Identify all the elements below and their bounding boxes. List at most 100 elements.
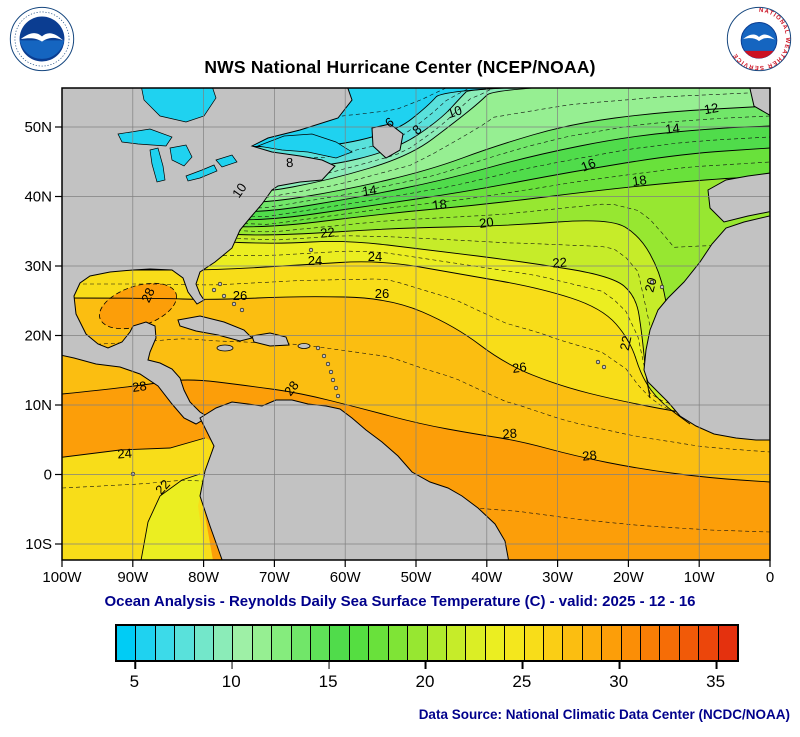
landmass	[707, 172, 770, 223]
temperature-colorbar	[115, 624, 739, 662]
contour-label: 24	[308, 253, 322, 268]
x-axis-label: 90W	[117, 569, 149, 586]
landmass	[177, 315, 253, 342]
colorbar-cell	[602, 626, 622, 660]
nws-gull-icon	[743, 34, 775, 41]
colorbar-cell	[233, 626, 253, 660]
colorbar-cell	[349, 626, 370, 660]
colorbar-cell	[117, 626, 137, 660]
colorbar-cell	[369, 626, 389, 660]
x-axis-label: 80W	[188, 569, 220, 586]
landmass	[749, 88, 770, 116]
y-axis-label: 30N	[24, 258, 52, 275]
colorbar-cell	[311, 626, 331, 660]
colorbar-cell	[427, 626, 447, 660]
noaa-logo	[9, 6, 75, 72]
colorbar-cell	[214, 626, 234, 660]
landmass	[643, 215, 770, 441]
contour-label: 28	[502, 426, 517, 442]
colorbar-cell	[155, 626, 176, 660]
x-axis-label: 0	[766, 569, 774, 586]
colorbar-cell	[330, 626, 350, 660]
colorbar-cell	[621, 626, 641, 660]
x-axis-label: 100W	[42, 569, 82, 586]
colorbar-tick: 30	[609, 662, 629, 691]
contour-label: 10	[445, 102, 463, 121]
x-axis-label: 50W	[401, 569, 433, 586]
contour-label: 22	[320, 224, 336, 240]
y-axis-label: 40N	[24, 189, 52, 206]
nws-logo-red-base	[744, 50, 774, 59]
contour-label: 10	[229, 180, 250, 200]
colorbar-tick: 15	[318, 662, 338, 691]
colorbar-cell	[252, 626, 273, 660]
colorbar-cell	[175, 626, 195, 660]
colorbar-cell	[582, 626, 603, 660]
page-title: NWS National Hurricane Center (NCEP/NOAA…	[204, 57, 596, 77]
data-source: Data Source: National Climatic Data Cent…	[418, 707, 790, 722]
colorbar-cell	[446, 626, 467, 660]
x-axis-label: 10W	[684, 569, 716, 586]
inland-water	[141, 88, 217, 123]
colorbar-cell	[543, 626, 564, 660]
x-axis-label: 40W	[471, 569, 503, 586]
colorbar-tick-labels: 5 10 15 20 25 30 35	[115, 662, 735, 692]
y-axis-label: 20N	[24, 328, 52, 345]
contour-label: 14	[665, 120, 681, 136]
y-axis-label: 10S	[25, 536, 52, 553]
nws-logo: NATIONAL WEATHER SERVICE	[726, 6, 792, 72]
inland-water	[215, 154, 238, 168]
colorbar-cell	[699, 626, 719, 660]
inland-water	[149, 147, 166, 183]
x-axis-label: 60W	[330, 569, 362, 586]
noaa-gull-icon	[20, 33, 64, 42]
x-axis-label: 30W	[542, 569, 574, 586]
contour-label: 28	[131, 378, 147, 395]
contour-label: 18	[631, 172, 647, 189]
colorbar-tick: 35	[706, 662, 726, 691]
inland-water	[256, 133, 353, 159]
colorbar-cell	[388, 626, 409, 660]
contour-label: 28	[582, 447, 598, 463]
contour-label: 18	[432, 196, 448, 212]
noaa-logo-lower-half	[19, 40, 65, 59]
y-axis-label: 0	[44, 467, 52, 484]
contour-label: 26	[511, 359, 527, 376]
colorbar-tick: 5	[129, 662, 140, 691]
contour-label: 28	[138, 285, 158, 304]
x-axis-label: 20W	[613, 569, 645, 586]
map-plot-area	[62, 88, 770, 560]
inland-water	[185, 164, 218, 182]
colorbar-cell	[408, 626, 428, 660]
y-axis-label: 50N	[24, 119, 52, 136]
colorbar-tick: 10	[221, 662, 241, 691]
y-axis-label: 10N	[24, 397, 52, 414]
x-axis-label: 70W	[259, 569, 291, 586]
colorbar-cell	[272, 626, 292, 660]
contour-label: 16	[579, 155, 598, 174]
colorbar-cell	[660, 626, 680, 660]
colorbar-cell	[640, 626, 661, 660]
colorbar-tick: 20	[415, 662, 435, 691]
colorbar-cell	[291, 626, 312, 660]
landmass	[371, 123, 404, 159]
landmass	[251, 332, 290, 347]
colorbar-cell	[194, 626, 215, 660]
map-subtitle: Ocean Analysis - Reynolds Daily Sea Surf…	[104, 593, 696, 610]
colorbar-cell	[679, 626, 700, 660]
contour-label: 12	[703, 100, 720, 117]
contour-label: 26	[233, 288, 247, 303]
contour-label: 22	[552, 255, 567, 271]
colorbar-cell	[524, 626, 544, 660]
colorbar-cell	[466, 626, 486, 660]
contour-label: 24	[368, 249, 382, 264]
sst-analysis-map: 100W 90W 80W 70W 60W 50W 40W 30W 20W 10W 0 50N 40N 30…	[24, 87, 774, 586]
contour-label: 24	[117, 446, 132, 462]
landmass	[199, 399, 510, 560]
inland-water	[169, 144, 193, 167]
colorbar-cell	[563, 626, 583, 660]
contour-label: 14	[361, 182, 377, 199]
colorbar-cell	[718, 626, 737, 660]
contour-label: 26	[375, 286, 389, 301]
